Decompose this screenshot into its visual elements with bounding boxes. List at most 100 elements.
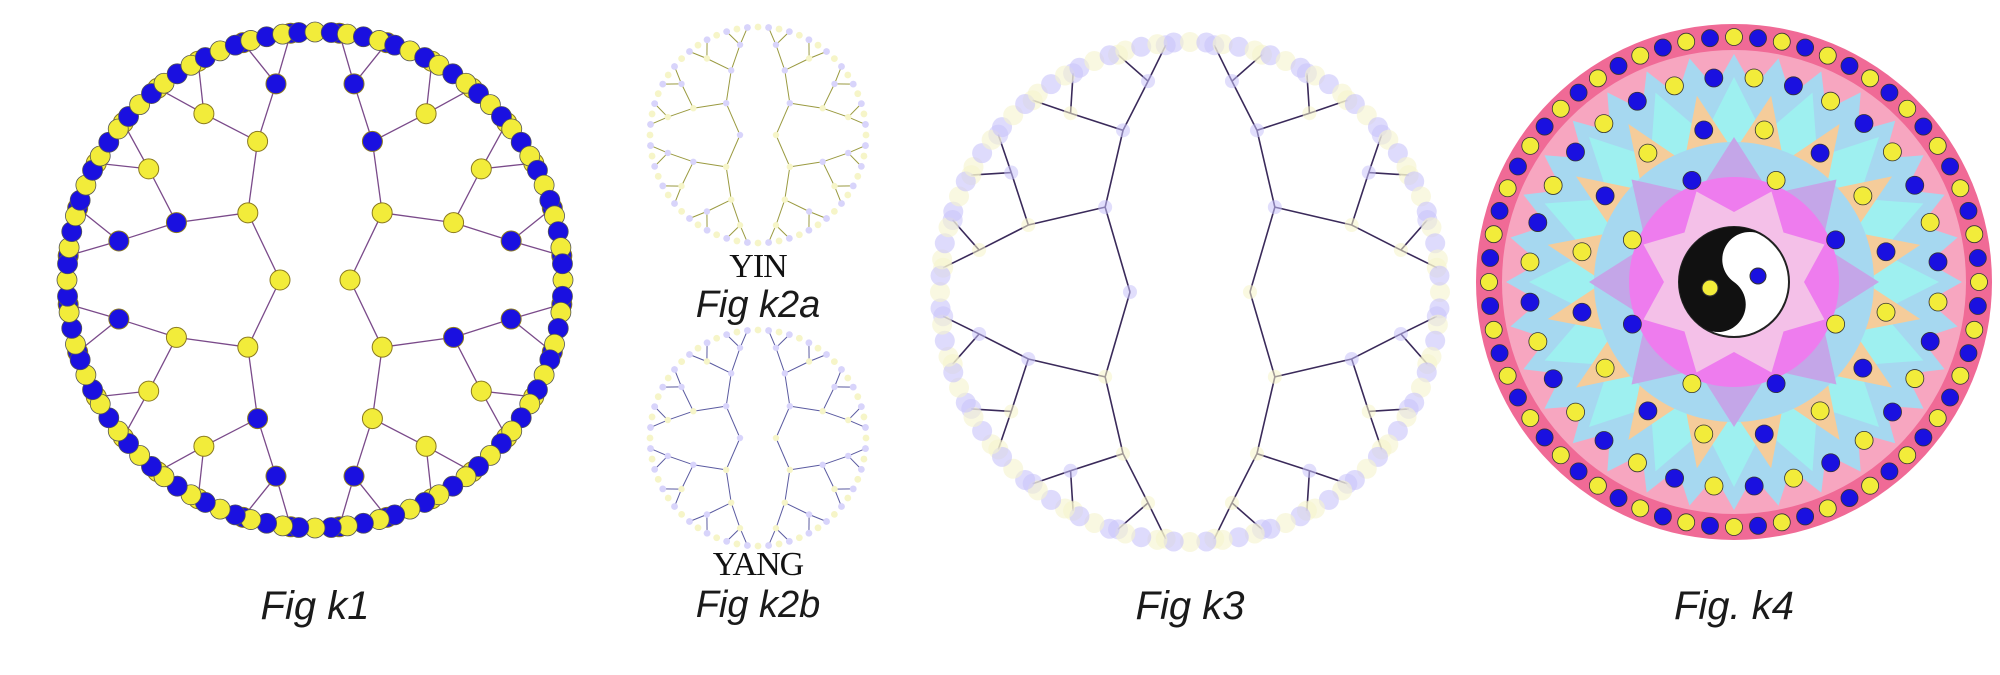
k4-outer-dot [1880,462,1899,481]
k2a-edge [775,199,786,226]
yin-yang-yellow-dot [1701,279,1719,297]
k2a-edge [775,44,786,71]
k2b-leaf [860,413,868,421]
k2a-leaf [785,234,793,242]
k2b-leaf [775,328,783,336]
k4-middle-dot [1905,369,1925,388]
k1-node [265,465,287,487]
k1-edge [247,141,259,213]
k3-node [1116,123,1131,138]
k2a-leaf [659,182,667,190]
k2b-leaf [849,383,857,391]
k2a-node [819,158,826,165]
k2b-edge [681,386,694,412]
k4-outer-dot [1498,179,1517,198]
k4-outer-dot [1928,136,1947,155]
k4-outer-dot [1840,57,1859,75]
k3-node [1393,326,1408,341]
k2a-edge [681,83,694,109]
k3-edge [1070,452,1124,472]
k2a-leaf [785,28,793,36]
k2b-node [736,434,744,442]
k2a-leaf [647,121,654,128]
k1-node [193,103,215,125]
k2a-edge [693,161,727,168]
k3-leaf [1425,330,1446,351]
k2b-node [772,525,780,532]
yin-yang-dark-half [1679,227,1766,333]
k3-node [972,243,987,258]
k2a-leaf [733,25,741,33]
k4-middle-dot [1665,468,1684,488]
k2a-leaf [671,200,678,207]
k2b-leaf [862,434,870,442]
k2b-leaf [862,445,869,452]
k3-node [1344,351,1359,366]
k3-leaf [949,377,970,398]
fig-k4-mandala [1476,24,1992,540]
k4-outer-dot [1551,446,1570,465]
k2b-leaf [713,334,721,342]
k2b-leaf [862,424,869,431]
k3-node [1116,446,1131,461]
k4-inner-dot [1638,143,1658,163]
k1-node [339,269,361,291]
k2b-edge [822,455,849,466]
k3-leaf [930,298,951,319]
k3-leaf [930,265,951,286]
k4-outer-dot [1725,28,1743,46]
k2a-leaf [862,131,870,139]
k2a-leaf [830,55,838,63]
k3-leaf [1131,36,1152,57]
k2b-leaf [857,465,865,473]
k3-edge [1350,172,1370,226]
k4-core-dot [1622,314,1642,334]
k4-middle-dot [1744,476,1764,496]
k3-edge [1028,358,1106,378]
k3-leaf [1099,518,1120,539]
k2a-leaf [754,23,762,31]
k2b-edge [775,437,791,471]
k2b-leaf [775,540,783,548]
k2b-leaf [654,393,662,401]
k3-edge [1070,112,1124,132]
k2b-leaf [844,374,852,382]
k2a-leaf [713,231,721,239]
k4-core-dot [1766,170,1786,190]
k4-outer-dot [1521,136,1540,155]
k4-middle-dot [1528,332,1548,351]
k4-outer-dot [1914,428,1933,447]
fig-k1-diagram [56,21,574,539]
k2b-edge [784,361,810,374]
k2b-leaf [686,351,693,358]
k3-leaf [943,362,964,383]
k4-middle-dot [1528,213,1548,232]
k1-edge [176,212,248,224]
k2b-leaf [860,455,868,463]
k2b-node [781,499,788,506]
k1-node [265,73,287,95]
k1-node [361,130,383,152]
k4-inner-dot [1754,424,1774,444]
k2a-leaf [844,191,852,199]
k2a-edge [681,161,694,187]
k2b-leaf [795,534,803,542]
k4-outer-dot [1970,273,1988,291]
k2b-leaf [671,503,678,510]
k2a-leaf [823,48,830,55]
k2a-edge [775,134,791,168]
k1-node [415,103,437,125]
k4-outer-dot [1749,516,1767,535]
k1-edge [349,279,383,348]
k4-middle-dot [1704,476,1724,496]
k2b-leaf [754,326,762,334]
k2b-node [664,416,671,424]
k4-outer-dot [1701,516,1719,535]
k2b-edge [775,405,791,439]
k4-outer-dot [1631,499,1650,518]
k2a-leaf [651,100,659,108]
k3-leaf [1290,506,1311,527]
k4-outer-dot [1951,366,1970,385]
k2a-leaf [694,41,702,49]
k2a-leaf [678,55,686,63]
